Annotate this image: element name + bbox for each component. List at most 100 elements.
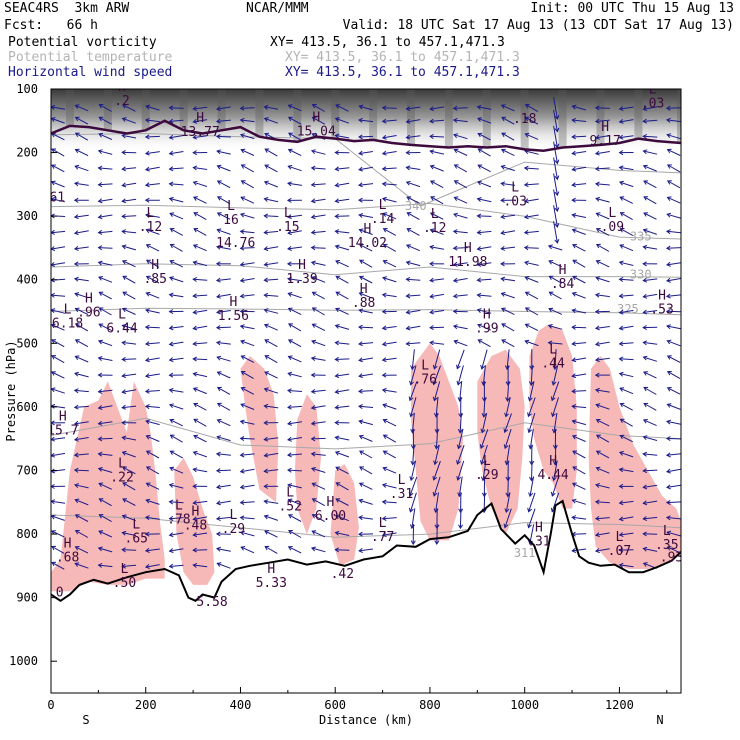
wind-vector xyxy=(572,214,587,218)
extremum-letter: H xyxy=(483,308,491,323)
wind-vector-head xyxy=(548,291,554,296)
wind-vector-head xyxy=(121,244,127,250)
wind-vector-head xyxy=(381,483,387,488)
wind-vector-head xyxy=(97,562,103,568)
hl-label-layer: H.2H13.77H15.04.18L.03H9.17.61L.12L1614.… xyxy=(51,89,681,610)
wind-vector xyxy=(193,309,208,314)
wind-vector-head xyxy=(311,307,317,312)
wind-vector-head xyxy=(193,196,198,201)
wind-vector xyxy=(51,562,65,570)
wind-vector xyxy=(666,247,681,249)
wind-vector-head xyxy=(334,324,340,329)
wind-vector-head xyxy=(74,546,80,551)
wind-vector-head xyxy=(547,244,553,250)
wind-vector xyxy=(619,181,634,188)
wind-vector-head xyxy=(334,404,340,410)
wind-vector xyxy=(193,278,208,281)
wind-vector-head xyxy=(405,244,411,249)
wind-vector xyxy=(572,229,586,235)
wind-vector-head xyxy=(358,548,363,553)
wind-vector-head xyxy=(527,428,533,434)
wind-vector xyxy=(264,452,279,457)
wind-vector-head xyxy=(121,166,127,172)
wind-vector xyxy=(145,420,160,426)
wind-vector xyxy=(169,294,184,298)
wind-vector xyxy=(596,277,610,283)
wind-vector xyxy=(596,212,610,220)
wind-vector xyxy=(75,132,89,141)
wind-vector-head xyxy=(642,451,648,457)
wind-vector-head xyxy=(594,118,600,124)
wind-vector xyxy=(454,164,468,173)
wind-vector-head xyxy=(453,196,459,201)
extremum-letter: H xyxy=(192,505,200,520)
extremum-value: 11.98 xyxy=(448,255,487,270)
wind-vector-head xyxy=(571,404,577,410)
extremum-value: .42 xyxy=(331,567,354,582)
extremum-letter: H xyxy=(360,282,368,297)
wind-vector xyxy=(311,453,326,456)
wind-vector-head xyxy=(456,459,461,465)
wind-vector-head xyxy=(216,164,222,170)
wind-vector-head xyxy=(311,104,317,109)
wind-vector xyxy=(358,183,374,186)
wind-vector xyxy=(51,148,65,157)
wind-vector-head xyxy=(121,435,127,441)
wind-vector xyxy=(596,244,610,252)
wind-vector-head xyxy=(500,214,506,220)
wind-vector-head xyxy=(666,468,671,474)
wind-vector xyxy=(410,397,417,417)
wind-vector-head xyxy=(121,530,127,536)
wind-vector xyxy=(477,324,492,331)
wind-vector-head xyxy=(334,229,340,235)
upper-shading-streak xyxy=(407,89,415,145)
wind-vector-head xyxy=(97,405,103,410)
wind-vector xyxy=(264,148,278,157)
wind-vector xyxy=(288,230,302,234)
wind-vector xyxy=(335,342,350,345)
wind-vector-head xyxy=(192,341,198,347)
wind-vector xyxy=(482,460,487,481)
wind-vector xyxy=(75,339,89,348)
wind-vector-head xyxy=(642,531,647,537)
wind-vector xyxy=(169,277,184,283)
wind-vector xyxy=(335,389,350,393)
wind-vector xyxy=(193,196,207,204)
extremum-letter: L xyxy=(227,199,235,214)
field-pv-name: Potential vorticity xyxy=(8,35,157,50)
wind-vector xyxy=(382,135,397,139)
wind-vector-head xyxy=(430,196,436,201)
wind-vector-head xyxy=(98,116,104,122)
wind-vector xyxy=(335,134,350,139)
wind-vector xyxy=(264,388,279,394)
wind-vector-head xyxy=(572,275,578,281)
wind-vector-head xyxy=(571,213,577,218)
wind-vector xyxy=(643,246,658,250)
wind-vector xyxy=(549,291,562,300)
wind-vector xyxy=(406,325,421,330)
wind-vector-head xyxy=(406,212,412,217)
wind-vector-head xyxy=(97,436,103,442)
wind-vector xyxy=(406,181,421,188)
field-pv-xy: XY= 413.5, 36.1 to 457.1,471.3 xyxy=(270,35,505,50)
wind-vector-head xyxy=(359,259,364,265)
wind-vector-head xyxy=(287,246,292,251)
wind-vector-head xyxy=(523,214,529,220)
wind-vector xyxy=(595,548,610,552)
wind-vector xyxy=(122,308,136,315)
wind-vector-head xyxy=(429,293,435,299)
extremum-letter: H xyxy=(364,222,372,237)
wind-vector xyxy=(122,104,136,112)
wind-vector-head xyxy=(193,212,199,217)
wind-vector-head xyxy=(595,434,601,439)
wind-vector xyxy=(504,413,512,433)
wind-vector-head xyxy=(310,451,316,457)
wind-vector xyxy=(216,548,231,552)
wind-vector xyxy=(572,183,587,186)
wind-vector xyxy=(335,549,350,551)
extremum-letter: H xyxy=(85,292,93,307)
wind-vector-head xyxy=(405,276,411,282)
wind-vector-head xyxy=(476,117,482,122)
wind-vector-head xyxy=(311,514,317,519)
wind-vector xyxy=(217,212,231,220)
